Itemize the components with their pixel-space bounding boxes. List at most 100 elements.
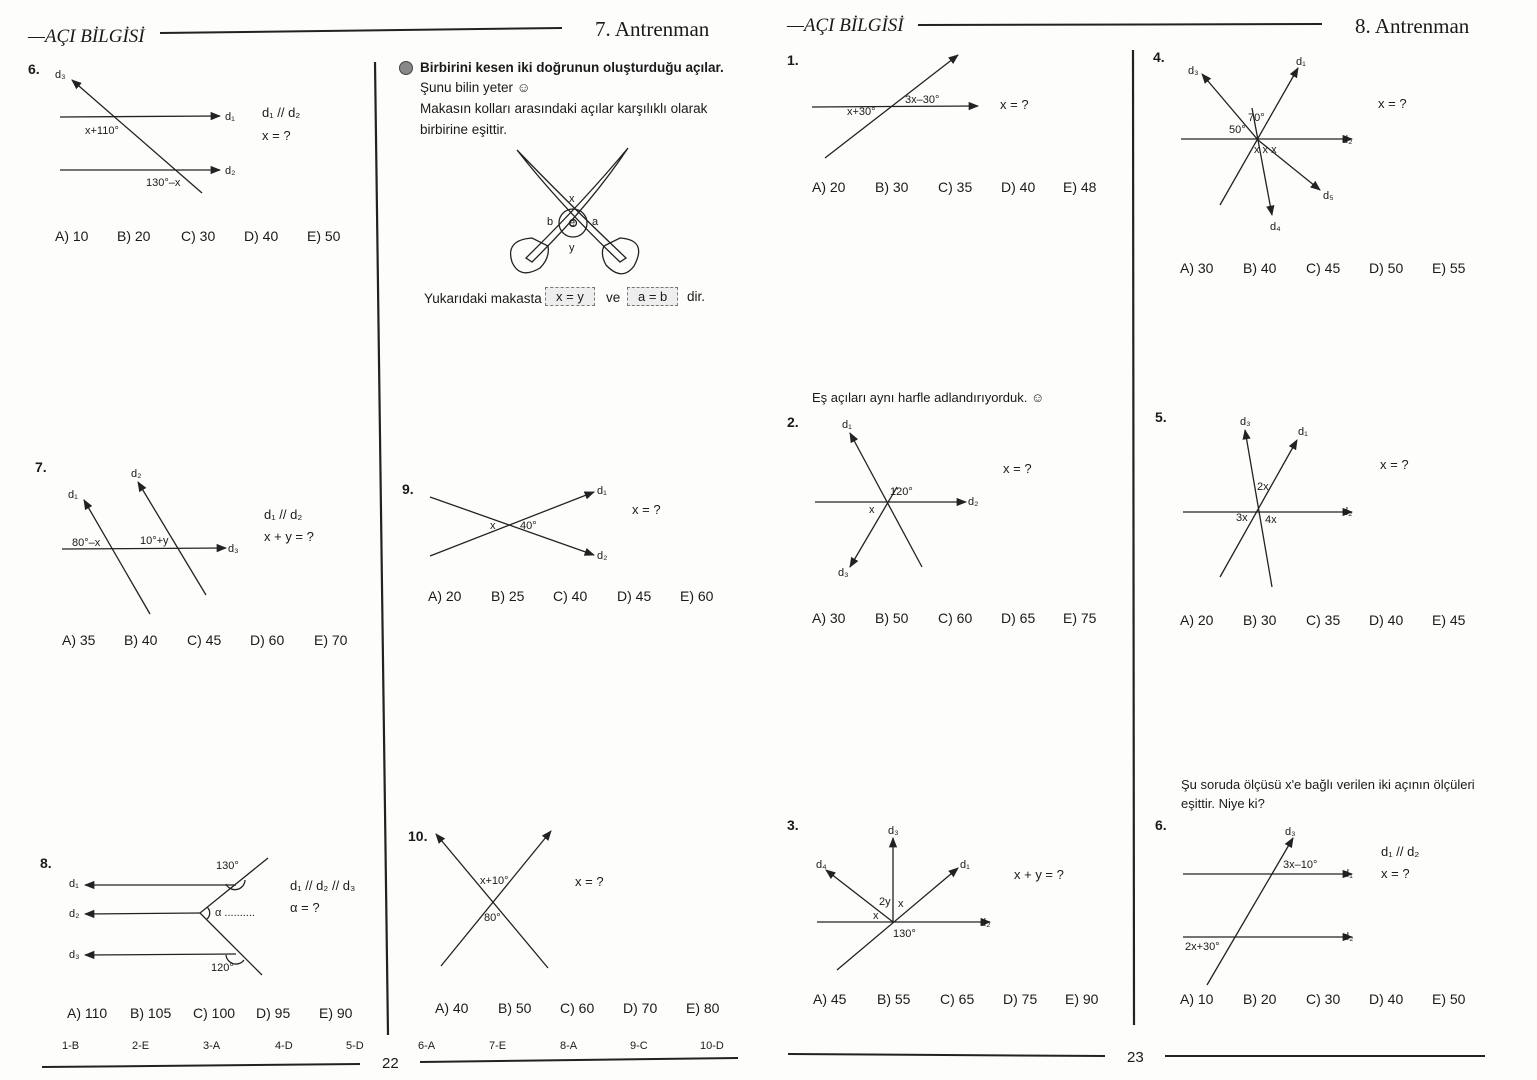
line-label: d₃ — [1285, 826, 1296, 838]
r-q1-line-oblique — [824, 54, 959, 159]
answer-option[interactable]: E) 60 — [680, 588, 714, 604]
answer-option[interactable]: C) 35 — [938, 179, 973, 195]
answer-option[interactable]: B) 25 — [491, 588, 525, 604]
info-text: Makasın kolları arasındaki açılar karşıl… — [420, 101, 708, 116]
given-text: d₁ // d₂ — [1381, 844, 1420, 859]
question-ask: x = ? — [1000, 97, 1029, 112]
question-number: 1. — [787, 52, 799, 68]
answer-option[interactable]: E) 80 — [686, 1000, 720, 1016]
answer-option[interactable]: A) 30 — [812, 610, 846, 626]
answer-option[interactable]: C) 45 — [1306, 260, 1341, 276]
answer-option[interactable]: B) 40 — [124, 632, 158, 648]
answer-option[interactable]: A) 30 — [1180, 260, 1214, 276]
answer-option[interactable]: E) 50 — [1432, 991, 1466, 1007]
answer-option[interactable]: B) 55 — [877, 991, 911, 1007]
question-number: 3. — [787, 817, 799, 833]
answer-option[interactable]: D) 45 — [617, 588, 652, 604]
info-text: ve — [606, 290, 621, 305]
note-text: Şu soruda ölçüsü x'e bağlı verilen iki a… — [1181, 777, 1475, 792]
answer-option[interactable]: B) 40 — [1243, 260, 1277, 276]
angle-label: x — [873, 910, 879, 922]
angle-label: α .......... — [215, 907, 255, 919]
answer-option[interactable]: D) 40 — [1369, 991, 1404, 1007]
answer-key-item: 3-A — [203, 1040, 221, 1052]
line-label: d₂ — [968, 496, 979, 508]
answer-option[interactable]: E) 70 — [314, 632, 348, 648]
answer-option[interactable]: E) 90 — [1065, 991, 1099, 1007]
answer-option[interactable]: E) 75 — [1063, 610, 1097, 626]
r-q6-line-d3 — [1206, 837, 1294, 986]
answer-option[interactable]: D) 40 — [1001, 179, 1036, 195]
r-q1-line-horizontal — [811, 101, 980, 111]
answer-option[interactable]: E) 90 — [319, 1005, 353, 1021]
answer-option[interactable]: A) 20 — [428, 588, 462, 604]
given-text: d₁ // d₂ // d₃ — [290, 878, 356, 893]
answer-option[interactable]: C) 40 — [553, 588, 588, 604]
info-text: Yukarıdaki makasta — [424, 291, 542, 306]
footer-rule — [41, 1063, 361, 1068]
question-ask: x = ? — [575, 874, 604, 889]
answer-option[interactable]: E) 55 — [1432, 260, 1466, 276]
r-q3-line-d4 — [825, 869, 894, 923]
question-number: 9. — [402, 481, 414, 497]
answer-option[interactable]: C) 60 — [938, 610, 973, 626]
answer-option[interactable]: D) 70 — [623, 1000, 658, 1016]
question-number: 8. — [40, 855, 52, 871]
r-q2-line-d1 — [849, 432, 923, 568]
answer-option[interactable]: C) 100 — [193, 1005, 236, 1021]
line-label: d₂ — [597, 550, 608, 562]
angle-label: x+110° — [85, 125, 119, 137]
answer-option[interactable]: B) 20 — [117, 228, 151, 244]
q10-line-a — [435, 833, 549, 969]
answer-option[interactable]: B) 105 — [130, 1005, 172, 1021]
answer-option[interactable]: E) 48 — [1063, 179, 1097, 195]
answer-option[interactable]: C) 60 — [560, 1000, 595, 1016]
answer-option[interactable]: D) 50 — [1369, 260, 1404, 276]
r-q5-line-d1 — [1219, 439, 1298, 578]
answer-option[interactable]: A) 20 — [812, 179, 846, 195]
answer-option[interactable]: C) 65 — [940, 991, 975, 1007]
bullet-icon — [399, 61, 413, 75]
r-q4-line-d4 — [1251, 107, 1275, 217]
angle-label: x+10° — [480, 875, 509, 887]
given-text: d₁ // d₂ — [264, 507, 303, 522]
question-number: 10. — [408, 828, 428, 844]
answer-option[interactable]: A) 35 — [62, 632, 96, 648]
answer-option[interactable]: A) 10 — [1180, 991, 1214, 1007]
answer-option[interactable]: A) 10 — [55, 228, 89, 244]
answer-option[interactable]: C) 35 — [1306, 612, 1341, 628]
line-label: d₁ — [1296, 56, 1306, 68]
answer-option[interactable]: D) 60 — [250, 632, 285, 648]
answer-option[interactable]: A) 20 — [1180, 612, 1214, 628]
angle-label: 70° — [1248, 112, 1265, 124]
line-label: d₁ — [1298, 426, 1308, 438]
answer-option[interactable]: B) 30 — [875, 179, 909, 195]
answer-option[interactable]: B) 20 — [1243, 991, 1277, 1007]
column-divider-right — [1131, 49, 1136, 1026]
line-label: d₃ — [838, 567, 849, 579]
answer-option[interactable]: B) 50 — [498, 1000, 532, 1016]
answer-option[interactable]: E) 45 — [1432, 612, 1466, 628]
answer-option[interactable]: D) 75 — [1003, 991, 1038, 1007]
answer-option[interactable]: C) 30 — [1306, 991, 1341, 1007]
answer-option[interactable]: D) 65 — [1001, 610, 1036, 626]
line-label: d₁ — [597, 485, 607, 497]
question-number: 5. — [1155, 409, 1167, 425]
angle-label: 50° — [1229, 124, 1246, 136]
angle-label: 3x–30° — [905, 94, 940, 106]
answer-option[interactable]: A) 110 — [67, 1005, 108, 1021]
answer-option[interactable]: C) 45 — [187, 632, 222, 648]
angle-label: 2x+30° — [1185, 941, 1220, 953]
answer-option[interactable]: E) 50 — [307, 228, 341, 244]
answer-option[interactable]: A) 45 — [813, 991, 847, 1007]
answer-option[interactable]: B) 50 — [875, 610, 909, 626]
answer-key-item: 10-D — [700, 1040, 724, 1052]
angle-label: 120° — [211, 962, 234, 974]
q10-line-b — [440, 830, 552, 967]
answer-option[interactable]: D) 40 — [1369, 612, 1404, 628]
answer-option[interactable]: B) 30 — [1243, 612, 1277, 628]
answer-option[interactable]: A) 40 — [435, 1000, 469, 1016]
answer-option[interactable]: C) 30 — [181, 228, 216, 244]
answer-option[interactable]: D) 95 — [256, 1005, 291, 1021]
answer-option[interactable]: D) 40 — [244, 228, 279, 244]
